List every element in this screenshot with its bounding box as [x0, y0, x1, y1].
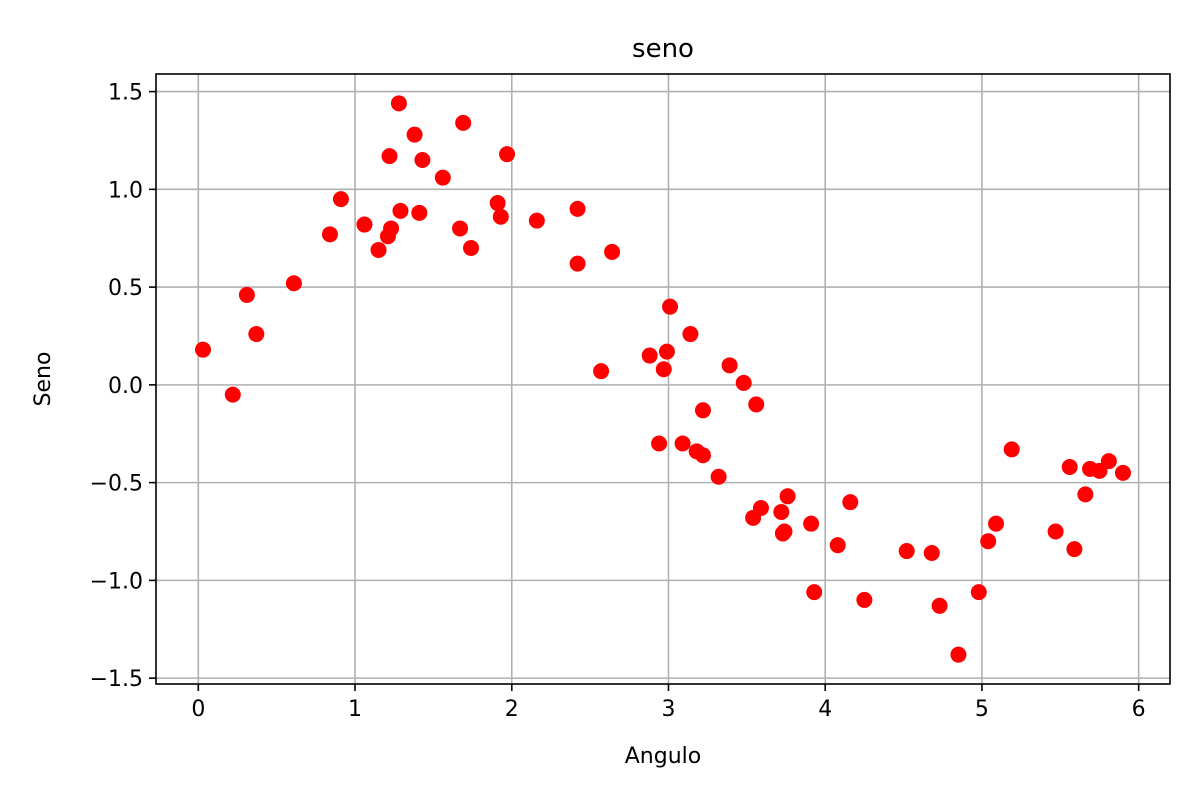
data-point	[682, 326, 699, 343]
x-tick-label: 3	[661, 697, 675, 722]
y-tick-label: −1.5	[90, 667, 143, 692]
data-point	[434, 169, 451, 186]
chart-title: seno	[632, 34, 694, 64]
data-point	[406, 126, 423, 143]
data-point	[1114, 464, 1131, 481]
data-point	[988, 515, 1005, 532]
data-point	[463, 240, 480, 257]
data-point	[604, 243, 621, 260]
y-tick-label: −1.0	[90, 569, 143, 594]
data-point	[721, 357, 738, 374]
data-point	[748, 396, 765, 413]
plot-frame	[155, 73, 1171, 685]
data-point	[492, 208, 509, 225]
data-point	[332, 191, 349, 208]
data-point	[321, 226, 338, 243]
y-tick-label: 0.0	[108, 374, 143, 399]
data-point	[970, 584, 987, 601]
data-point	[773, 503, 790, 520]
data-point	[694, 447, 711, 464]
data-point	[779, 488, 796, 505]
data-point	[898, 543, 915, 560]
points-layer	[195, 95, 1131, 663]
data-point	[569, 255, 586, 272]
y-axis-label: Seno	[31, 352, 56, 407]
data-point	[224, 386, 241, 403]
data-point	[370, 241, 387, 258]
data-point	[392, 202, 409, 219]
data-point	[569, 200, 586, 217]
y-tick-label: 1.5	[108, 81, 143, 106]
data-point	[390, 95, 407, 112]
grid-layer	[156, 74, 1170, 684]
data-point	[285, 275, 302, 292]
data-point	[641, 347, 658, 364]
x-tick-label: 2	[505, 697, 519, 722]
x-tick-label: 6	[1132, 697, 1146, 722]
data-point	[735, 374, 752, 391]
x-tick-label: 1	[348, 697, 362, 722]
data-point	[489, 195, 506, 212]
data-point	[856, 591, 873, 608]
data-point	[776, 523, 793, 540]
data-point	[1100, 453, 1117, 470]
data-point	[381, 148, 398, 165]
ticks-layer: 0 1 2 3 4 5 6 −1.5 −1.0 −0.5 0.0 0.5 1.0 1.5	[90, 81, 1146, 722]
data-point	[1077, 486, 1094, 503]
data-point	[655, 361, 672, 378]
data-point	[1047, 523, 1064, 540]
data-point	[950, 646, 967, 663]
data-point	[1003, 441, 1020, 458]
data-point	[452, 220, 469, 237]
data-point	[674, 435, 691, 452]
y-tick-label: 1.0	[108, 178, 143, 203]
x-tick-label: 0	[191, 697, 205, 722]
data-point	[356, 216, 373, 233]
data-point	[658, 343, 675, 360]
data-point	[710, 468, 727, 485]
data-point	[931, 597, 948, 614]
data-point	[694, 402, 711, 419]
data-point	[803, 515, 820, 532]
data-point	[238, 286, 255, 303]
data-point	[842, 494, 859, 511]
data-point	[411, 204, 428, 221]
x-tick-label: 5	[975, 697, 989, 722]
y-tick-label: 0.5	[108, 276, 143, 301]
data-point	[806, 584, 823, 601]
data-point	[195, 341, 212, 358]
data-point	[752, 500, 769, 517]
x-tick-label: 4	[818, 697, 832, 722]
data-point	[1061, 458, 1078, 475]
data-point	[651, 435, 668, 452]
x-axis-label: Angulo	[625, 744, 701, 769]
data-point	[662, 298, 679, 315]
data-point	[528, 212, 545, 229]
data-point	[593, 363, 610, 380]
data-point	[499, 146, 516, 163]
data-point	[383, 220, 400, 237]
data-point	[829, 537, 846, 554]
y-tick-label: −0.5	[90, 472, 143, 497]
data-point	[414, 152, 431, 169]
data-point	[248, 326, 265, 343]
data-point	[1066, 541, 1083, 558]
data-point	[923, 545, 940, 562]
data-point	[980, 533, 997, 550]
data-point	[455, 114, 472, 131]
